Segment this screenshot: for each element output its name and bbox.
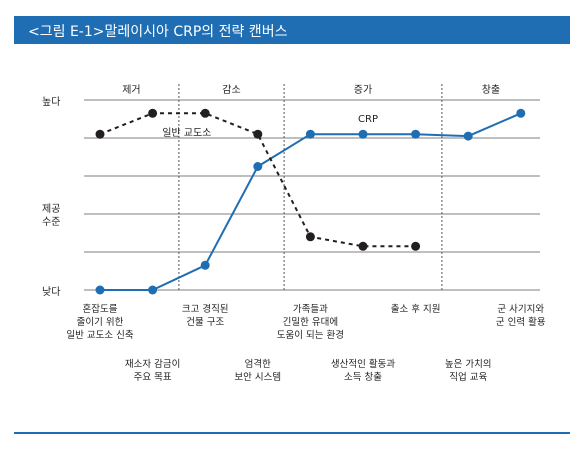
category-label-line: 줄이기 위한	[77, 316, 124, 328]
data-point	[305, 232, 315, 242]
y-label-low: 낮다	[42, 286, 60, 298]
data-point	[411, 241, 421, 251]
category-label-line: 건물 구조	[186, 317, 224, 328]
series-label-crp: CRP	[358, 114, 378, 125]
series-points	[95, 108, 526, 295]
footer-rule	[14, 432, 570, 434]
data-point	[358, 241, 368, 251]
category-label: 엄격한 보안 시스템	[234, 358, 281, 383]
section-dividers	[178, 84, 443, 290]
category-label: 군 사기지와 군 인력 활용	[496, 303, 546, 328]
data-point	[358, 129, 368, 139]
section-label: 증가	[354, 84, 372, 96]
category-label-line: 보안 시스템	[234, 371, 281, 383]
category-label-line: 출소 후 지원	[391, 304, 441, 315]
y-axis-labels: 높다 제공 수준 낮다	[42, 96, 60, 298]
category-label-line: 직업 교육	[449, 371, 487, 383]
figure-header: <그림 E-1>말레이시아 CRP의 전략 캔버스	[14, 16, 570, 44]
category-label-line: 크고 경직된	[182, 303, 229, 315]
data-point	[253, 129, 263, 139]
category-label-line: 높은 가치의	[445, 358, 492, 370]
series-lines	[99, 112, 522, 291]
section-label: 창출	[482, 84, 500, 96]
category-label: 높은 가치의 직업 교육	[445, 358, 492, 383]
category-label-line: 일반 교도소 신축	[66, 330, 133, 341]
category-label-line: 엄격한	[245, 358, 271, 370]
data-point	[411, 129, 421, 139]
series-line	[100, 112, 522, 291]
data-point	[305, 129, 315, 139]
category-label: 출소 후 지원	[391, 304, 441, 315]
y-label-mid-line1: 제공	[42, 203, 60, 215]
data-point	[200, 260, 210, 270]
section-label: 제거	[122, 84, 140, 96]
category-label: 가족들과 긴밀한 유대에 도움이 되는 환경	[277, 304, 344, 341]
y-label-mid-line2: 수준	[42, 216, 60, 228]
category-label-line: 긴밀한 유대에	[283, 316, 338, 328]
data-point	[95, 129, 105, 139]
y-label-high: 높다	[42, 96, 60, 108]
data-point	[463, 131, 473, 141]
section-label: 감소	[222, 84, 240, 96]
data-point	[148, 108, 158, 118]
category-label-line: 가족들과	[293, 304, 328, 315]
category-label-line: 재소자 감금이	[125, 358, 180, 370]
series-label-prison: 일반 교도소	[162, 127, 211, 139]
data-point	[200, 108, 210, 118]
category-label-line: 소득 창출	[344, 372, 382, 383]
category-label-line: 도움이 되는 환경	[277, 329, 344, 341]
data-point	[95, 285, 105, 295]
category-label-line: 주요 목표	[134, 372, 172, 383]
series-labels: CRP 일반 교도소	[162, 114, 378, 139]
category-label-line: 군 사기지와	[497, 303, 544, 315]
data-point	[516, 108, 526, 118]
category-label-line: 생산적인 활동과	[331, 358, 395, 370]
section-labels: 제거 감소 증가 창출	[122, 84, 500, 96]
data-point	[148, 285, 158, 295]
category-label-line: 군 인력 활용	[496, 316, 546, 328]
grid-lines	[84, 99, 540, 291]
category-label-line: 혼잡도를	[83, 303, 118, 315]
figure-title: <그림 E-1>말레이시아 CRP의 전략 캔버스	[28, 24, 288, 40]
data-point	[253, 162, 263, 171]
